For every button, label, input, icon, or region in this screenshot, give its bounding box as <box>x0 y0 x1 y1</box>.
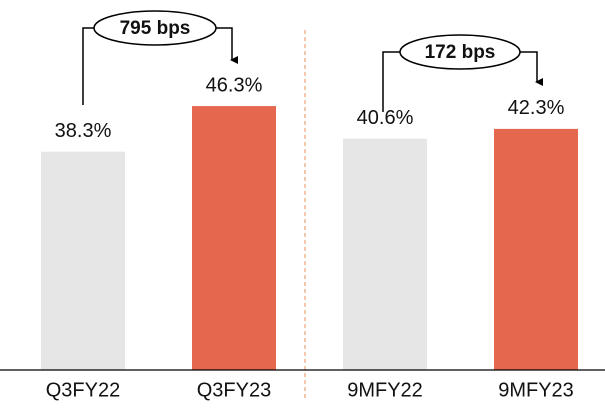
annotation: 795 bps <box>82 10 238 105</box>
annotation-text: 172 bps <box>425 42 496 63</box>
x-tick-label: Q3FY23 <box>197 379 271 401</box>
x-tick-label: Q3FY22 <box>46 379 120 401</box>
value-label: 40.6% <box>357 107 414 129</box>
arrow <box>216 27 238 64</box>
annotation-text: 795 bps <box>120 18 191 39</box>
value-label: 42.3% <box>508 97 565 119</box>
bar <box>41 151 125 370</box>
bracket <box>382 51 400 112</box>
bar <box>192 106 276 370</box>
x-tick-label: 9MFY23 <box>498 379 574 401</box>
x-tick-label: 9MFY22 <box>347 379 423 401</box>
value-label: 46.3% <box>206 74 263 96</box>
arrow <box>520 51 543 86</box>
value-label: 38.3% <box>55 120 112 142</box>
bar <box>494 128 578 370</box>
annotation-bubble <box>93 10 217 46</box>
bracket <box>82 27 94 105</box>
annotation-bubble <box>399 34 521 70</box>
bar <box>343 138 427 370</box>
annotation: 172 bps <box>382 34 543 112</box>
